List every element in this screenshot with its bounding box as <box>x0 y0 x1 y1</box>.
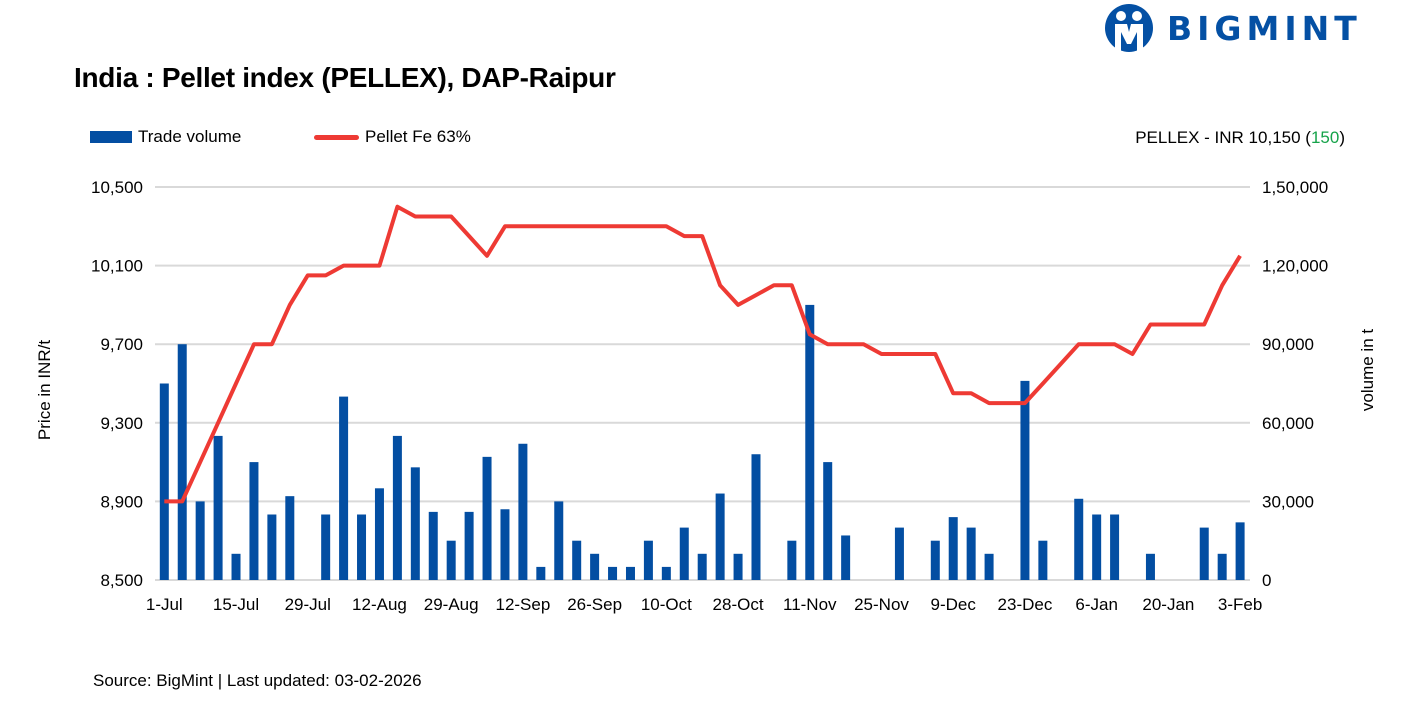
y-axis-right-label: volume in t <box>1358 328 1377 412</box>
legend-label: Trade volume <box>138 127 242 146</box>
volume-bar <box>1092 514 1102 580</box>
x-tick-label: 29-Jul <box>285 595 331 614</box>
volume-bar <box>518 443 528 580</box>
volume-bar <box>213 435 223 580</box>
volume-bar <box>357 514 367 580</box>
volume-bar <box>823 462 833 580</box>
x-tick-label: 25-Nov <box>854 595 909 614</box>
volume-bar <box>536 566 546 580</box>
y-axis-left-label: Price in INR/t <box>35 339 54 441</box>
volume-bar <box>697 553 707 580</box>
volume-bar <box>267 514 277 580</box>
y-left-tick-label: 8,900 <box>100 492 143 511</box>
volume-bar <box>643 540 653 580</box>
volume-bar <box>715 493 725 580</box>
y-left-tick-label: 9,700 <box>100 335 143 354</box>
x-tick-label: 20-Jan <box>1142 595 1194 614</box>
volume-bar <box>285 496 295 580</box>
volume-bar <box>231 553 241 580</box>
volume-bar <box>751 454 761 580</box>
volume-bar <box>966 527 976 580</box>
y-right-tick-label: 90,000 <box>1262 335 1314 354</box>
pellex-value: PELLEX - INR 10,150 ( <box>1135 128 1311 147</box>
volume-bar <box>500 509 510 580</box>
volume-bar <box>374 488 384 580</box>
brand-name: BIGMINT <box>1167 8 1362 48</box>
legend-label: Pellet Fe 63% <box>365 127 471 146</box>
price-line <box>164 204 1242 504</box>
volume-bar <box>894 527 904 580</box>
volume-bar <box>410 467 420 580</box>
x-tick-label: 11-Nov <box>783 595 837 614</box>
volume-bar <box>948 517 958 580</box>
y-right-tick-label: 0 <box>1262 571 1271 590</box>
volume-bar <box>428 511 438 580</box>
y-left-tick-label: 9,300 <box>100 414 143 433</box>
volume-bar <box>1217 553 1227 580</box>
volume-bar <box>339 396 349 580</box>
x-tick-label: 26-Sep <box>567 595 622 614</box>
x-tick-label: 3-Feb <box>1218 595 1262 614</box>
volume-bar <box>572 540 582 580</box>
volume-bar <box>1145 553 1155 580</box>
volume-bar <box>446 540 456 580</box>
volume-bar <box>554 501 564 580</box>
volume-bar <box>159 383 169 580</box>
pellex-summary: PELLEX - INR 10,150 (150) <box>1135 128 1345 148</box>
volume-bar <box>608 566 618 580</box>
volume-bar <box>625 566 635 580</box>
volume-bar <box>679 527 689 580</box>
volume-bar <box>733 553 743 580</box>
legend-item-trade-volume: Trade volume <box>90 127 241 147</box>
volume-bar <box>482 456 492 580</box>
x-tick-label: 12-Sep <box>495 595 550 614</box>
volume-bar <box>841 535 851 580</box>
y-left-tick-label: 10,100 <box>91 257 143 276</box>
volume-bar <box>177 344 187 580</box>
volume-bar <box>930 540 940 580</box>
volume-bar <box>464 511 474 580</box>
y-right-tick-label: 1,50,000 <box>1262 178 1328 197</box>
volume-bar <box>590 553 600 580</box>
volume-bar <box>984 553 994 580</box>
volume-bar <box>805 304 815 580</box>
volume-bar <box>1199 527 1209 580</box>
chart-title: India : Pellet index (PELLEX), DAP-Raipu… <box>74 62 616 93</box>
x-tick-label: 10-Oct <box>641 595 692 614</box>
y-right-tick-label: 30,000 <box>1262 492 1314 511</box>
x-tick-label: 1-Jul <box>146 595 183 614</box>
volume-bar <box>1110 514 1120 580</box>
x-tick-label: 29-Aug <box>424 595 479 614</box>
legend-swatch-bar <box>90 131 132 143</box>
x-tick-label: 6-Jan <box>1075 595 1118 614</box>
pellex-change: 150 <box>1310 128 1340 147</box>
volume-bar <box>195 501 205 580</box>
x-tick-label: 12-Aug <box>352 595 407 614</box>
volume-bar <box>1074 498 1084 580</box>
y-left-tick-label: 8,500 <box>100 571 143 590</box>
x-tick-label: 15-Jul <box>213 595 259 614</box>
bigmint-logo-icon <box>1105 4 1153 52</box>
volume-bar <box>1038 540 1048 580</box>
y-right-tick-label: 60,000 <box>1262 414 1314 433</box>
volume-bar <box>392 435 402 580</box>
volume-bar <box>661 566 671 580</box>
volume-bar <box>249 462 259 580</box>
x-tick-label: 9-Dec <box>931 595 977 614</box>
legend-item-pellet: Pellet Fe 63% <box>314 127 471 147</box>
bigmint-logo: BIGMINT <box>1105 4 1362 52</box>
legend-swatch-line <box>314 134 359 140</box>
y-right-tick-label: 1,20,000 <box>1262 257 1328 276</box>
pellex-close: ) <box>1339 128 1345 147</box>
x-tick-label: 23-Dec <box>998 595 1053 614</box>
x-tick-label: 28-Oct <box>713 595 764 614</box>
source-note: Source: BigMint | Last updated: 03-02-20… <box>93 671 422 690</box>
y-left-tick-label: 10,500 <box>91 178 143 197</box>
volume-bar <box>1235 522 1245 580</box>
volume-bar <box>1020 380 1030 580</box>
volume-bar <box>321 514 331 580</box>
volume-bar <box>787 540 797 580</box>
